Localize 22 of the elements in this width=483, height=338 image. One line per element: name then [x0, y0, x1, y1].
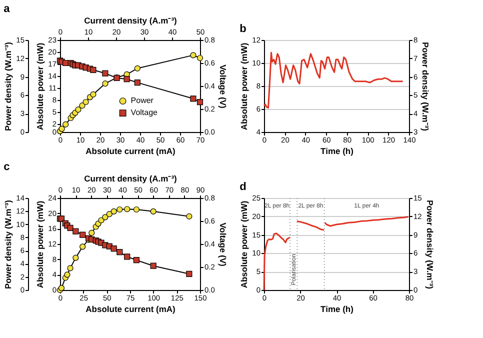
- y-axis-title: Absolute power (mW): [239, 200, 250, 288]
- x-axis-title: Time (h): [320, 304, 354, 314]
- y2-axis-title: Power density (W.m⁻³): [420, 42, 431, 132]
- chart-title: d: [240, 181, 246, 193]
- x-axis-title: Time (h): [320, 146, 354, 156]
- x-axis-title: Absolute current (mA): [86, 304, 176, 314]
- chart-title: b: [240, 23, 247, 35]
- y-axis-title: Absolute power (mW): [35, 42, 46, 130]
- chart-title: a: [4, 3, 11, 15]
- legend-label: Power: [130, 96, 154, 106]
- y-axis-title: Absolute power (mW): [239, 42, 250, 130]
- chart-title: c: [4, 161, 10, 173]
- x2-axis-title: Current density (A.m⁻³): [84, 16, 178, 26]
- y3-axis-title: Power density (W.m⁻³): [3, 42, 14, 131]
- y3-axis-title: Power density (W.m⁻³): [3, 200, 14, 289]
- legend-label: Voltage: [130, 108, 158, 118]
- y2-axis-title: Voltage (V): [218, 64, 228, 109]
- x2-axis-title: Current density (A.m⁻³): [84, 174, 178, 184]
- y-axis-title: Absolute power (mW): [35, 200, 46, 288]
- y2-axis-title: Voltage (V): [218, 222, 228, 267]
- x-axis-title: Absolute current (mA): [86, 146, 176, 156]
- y2-axis-title: Power density (W.m⁻³): [424, 200, 435, 290]
